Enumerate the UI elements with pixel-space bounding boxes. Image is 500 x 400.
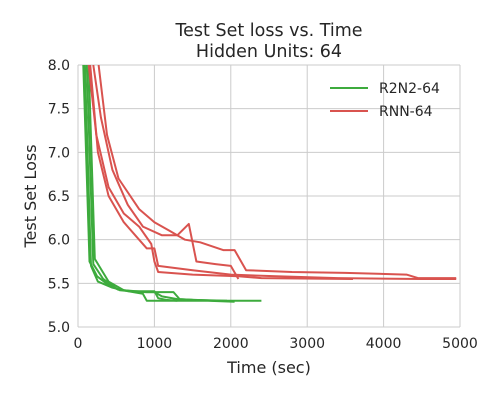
- rnn-64-series-line: [92, 65, 240, 280]
- r2n2-64-series-line: [87, 65, 228, 302]
- y-axis-label: Test Set Loss: [21, 144, 40, 248]
- rnn-64-series-line: [87, 65, 354, 280]
- chart-title-line-1: Test Set loss vs. Time: [174, 21, 362, 41]
- x-tick-label: 4000: [366, 336, 402, 352]
- y-tick-label: 7.0: [48, 145, 70, 161]
- y-tick-label: 6.5: [48, 189, 70, 205]
- chart-title: Test Set loss vs. Time Hidden Units: 64: [174, 21, 362, 62]
- y-tick-label: 8.0: [48, 58, 70, 74]
- x-tick-label: 3000: [289, 336, 325, 352]
- x-axis-label: Time (sec): [226, 358, 311, 377]
- x-tick-label: 5000: [442, 336, 478, 352]
- chart-title-line-2: Hidden Units: 64: [196, 42, 342, 62]
- gridlines: [77, 64, 461, 328]
- x-tick-label: 0: [74, 336, 83, 352]
- rnn-64-series-line: [97, 65, 457, 280]
- x-tick-label: 1000: [137, 336, 173, 352]
- rnn-64-series-line: [89, 65, 457, 280]
- legend-label-r2n2: R2N2-64: [379, 81, 440, 97]
- y-tick-label: 6.0: [48, 233, 70, 249]
- y-tick-label: 5.5: [48, 276, 70, 292]
- r2n2-64-series-line: [83, 65, 235, 303]
- legend: R2N2-64 RNN-64: [330, 81, 440, 120]
- tick-labels: 0 1000 2000 3000 4000 5000 5.0 5.5 6.0 6.5 7.0 7.5 8…: [48, 58, 478, 352]
- legend-label-rnn: RNN-64: [379, 104, 433, 120]
- series-lines: [82, 65, 457, 303]
- y-tick-label: 5.0: [48, 320, 70, 336]
- x-tick-label: 2000: [213, 336, 249, 352]
- y-tick-label: 7.5: [48, 102, 70, 118]
